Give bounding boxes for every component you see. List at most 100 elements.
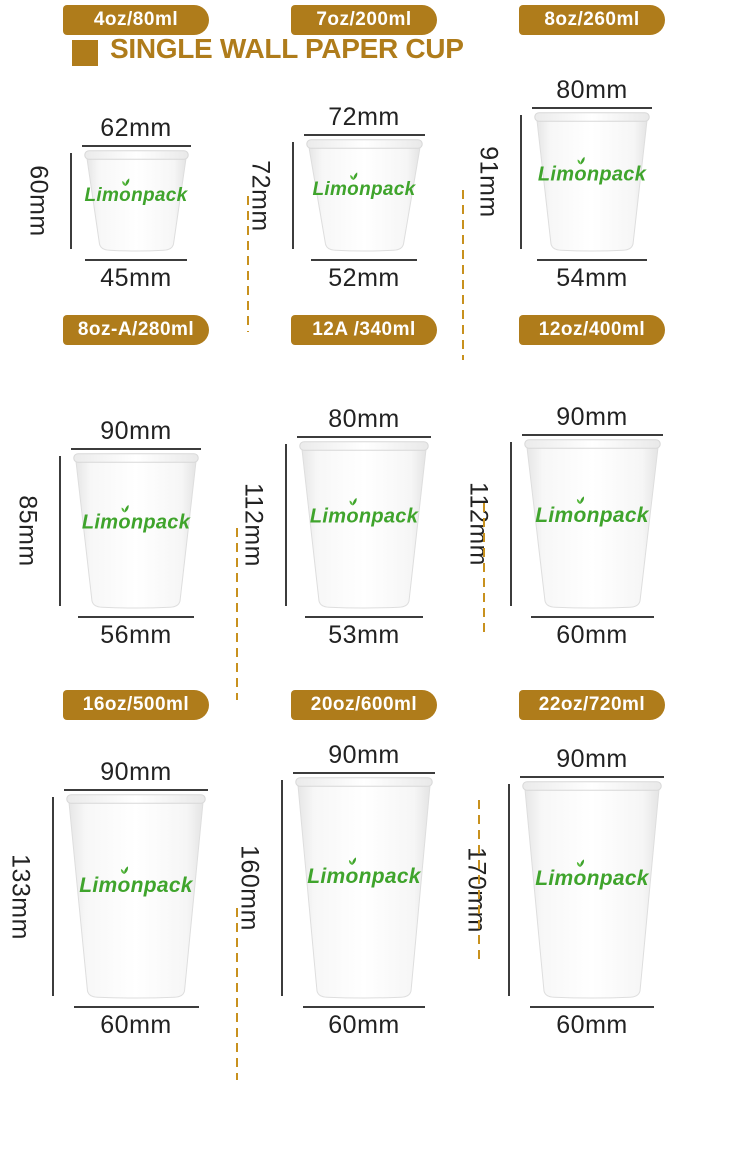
height-dimension-line — [520, 115, 522, 249]
paper-cup-drawing — [83, 150, 189, 252]
bottom-dimension-line — [303, 1006, 425, 1008]
limonpack-logo: Lim onpack — [81, 504, 191, 535]
cup-image: 160mm Lim onpack — [236, 777, 433, 999]
bottom-dimension-line — [537, 259, 647, 261]
leaf-icon — [575, 495, 587, 505]
leaf-icon — [575, 155, 587, 165]
paper-cup-drawing — [534, 112, 650, 252]
bottom-dimension-line — [530, 1006, 654, 1008]
logo-text: o — [573, 867, 587, 891]
logo-text: npack — [586, 867, 649, 891]
limonpack-logo: Lim onpack — [537, 156, 647, 187]
cup-figure: 62mm 60mm Lim onpack 45mm — [24, 113, 191, 293]
height-dimension-line — [508, 784, 510, 996]
leaf-icon — [119, 865, 131, 875]
limonpack-logo: Lim onpack — [79, 866, 193, 898]
top-dimension-line — [297, 436, 431, 438]
top-diameter-label: 90mm — [556, 745, 628, 773]
logo-text: o — [347, 178, 360, 200]
page-title: SINGLE WALL PAPER CUP — [110, 33, 464, 64]
size-badge: 16oz/500ml — [63, 690, 209, 720]
size-badge: 12oz/400ml — [519, 315, 665, 345]
height-label: 112mm — [464, 481, 492, 567]
top-diameter-label: 90mm — [328, 741, 400, 769]
paper-cup-drawing — [66, 794, 206, 999]
top-dimension-line — [521, 434, 663, 436]
leaf-icon — [347, 856, 359, 866]
paper-cup-drawing — [299, 441, 429, 609]
bottom-dimension-line — [305, 616, 423, 618]
top-dimension-line — [520, 776, 664, 778]
column-separator-dashed-line — [247, 196, 249, 332]
paper-cup-drawing — [305, 139, 423, 252]
logo-text: o — [118, 511, 131, 534]
cup-image: 72mm Lim onpack — [246, 139, 423, 252]
header: SINGLE WALL PAPER CUP — [0, 0, 750, 95]
size-badge: 4oz/80ml — [63, 5, 209, 35]
leaf-icon — [119, 503, 131, 513]
cup-cell: 8oz/260ml 80mm 91mm Lim onpack 54mm — [475, 0, 706, 305]
logo-text: npack — [586, 163, 647, 186]
bottom-diameter-label: 54mm — [556, 264, 628, 292]
cup-figure: 90mm 85mm Lim onpack 56mm — [14, 416, 201, 650]
column-separator-dashed-line — [236, 528, 238, 700]
bottom-dimension-line — [530, 616, 654, 618]
top-dimension-line — [71, 448, 201, 450]
leaf-icon — [120, 177, 132, 187]
cup-figure: 80mm 112mm Lim onpack 53mm — [240, 404, 431, 650]
size-badge: 20oz/600ml — [291, 690, 437, 720]
logo-text: Lim — [535, 503, 574, 527]
cup-image: 133mm Lim onpack — [7, 794, 206, 999]
cup-cell: 4oz/80ml 62mm 60mm Lim onpack 45mm — [22, 0, 250, 305]
paper-cup-drawing — [523, 439, 661, 609]
logo-text: npack — [130, 511, 191, 534]
top-dimension-line — [81, 145, 191, 147]
height-label: 91mm — [474, 146, 503, 218]
height-dimension-line — [69, 153, 72, 249]
top-diameter-label: 80mm — [556, 76, 628, 104]
bottom-dimension-line — [85, 259, 187, 261]
cup-figure: 90mm 112mm Lim onpack 60mm — [464, 402, 663, 650]
logo-text: o — [573, 503, 587, 527]
height-dimension-line — [281, 780, 283, 996]
height-label: 160mm — [235, 845, 264, 931]
bottom-dimension-line — [311, 259, 417, 261]
logo-text: Lim — [537, 163, 575, 186]
limonpack-logo: Lim onpack — [312, 172, 415, 201]
column-separator-dashed-line — [483, 503, 485, 637]
leaf-icon — [348, 171, 360, 181]
paper-cup-drawing — [522, 781, 662, 999]
column-separator-dashed-line — [462, 190, 464, 360]
cup-image: 170mm Lim onpack — [463, 781, 662, 999]
size-row-1: 4oz/80ml 62mm 60mm Lim onpack 45mm 7oz/20… — [0, 0, 750, 305]
top-diameter-label: 90mm — [100, 758, 172, 786]
bottom-diameter-label: 45mm — [100, 264, 172, 292]
top-dimension-line — [303, 134, 425, 136]
top-diameter-label: 80mm — [328, 405, 400, 433]
cup-figure: 80mm 91mm Lim onpack 54mm — [475, 75, 652, 293]
logo-text: Lim — [84, 184, 120, 206]
height-label: 133mm — [6, 853, 35, 940]
cup-cell: 22oz/720ml 90mm 170mm Lim onpack 60mm — [463, 667, 706, 1058]
bottom-diameter-label: 53mm — [328, 621, 400, 649]
bottom-diameter-label: 60mm — [556, 621, 628, 649]
bottom-diameter-label: 56mm — [100, 621, 172, 649]
logo-text: npack — [130, 874, 193, 898]
top-diameter-label: 90mm — [100, 417, 172, 445]
height-dimension-line — [59, 456, 61, 606]
logo-text: Lim — [81, 511, 119, 534]
top-diameter-label: 90mm — [556, 403, 628, 431]
size-badge: 8oz-A/280ml — [63, 315, 209, 345]
height-dimension-line — [285, 444, 287, 606]
cup-cell: 7oz/200ml 72mm 72mm Lim onpack 52mm — [246, 0, 478, 305]
logo-text: o — [117, 874, 131, 898]
cup-image: 91mm Lim onpack — [475, 112, 650, 252]
logo-text: o — [346, 505, 359, 528]
size-row-2: 8oz-A/280ml 90mm 85mm Lim onpack 56mm 12A… — [0, 305, 750, 667]
cup-image: 85mm Lim onpack — [14, 453, 199, 609]
leaf-icon — [575, 858, 587, 868]
logo-text: o — [345, 864, 359, 888]
height-label: 72mm — [246, 159, 274, 232]
size-row-3: 16oz/500ml 90mm 133mm Lim onpack 60mm 20o… — [0, 667, 750, 1058]
limonpack-logo: Lim onpack — [535, 859, 649, 891]
